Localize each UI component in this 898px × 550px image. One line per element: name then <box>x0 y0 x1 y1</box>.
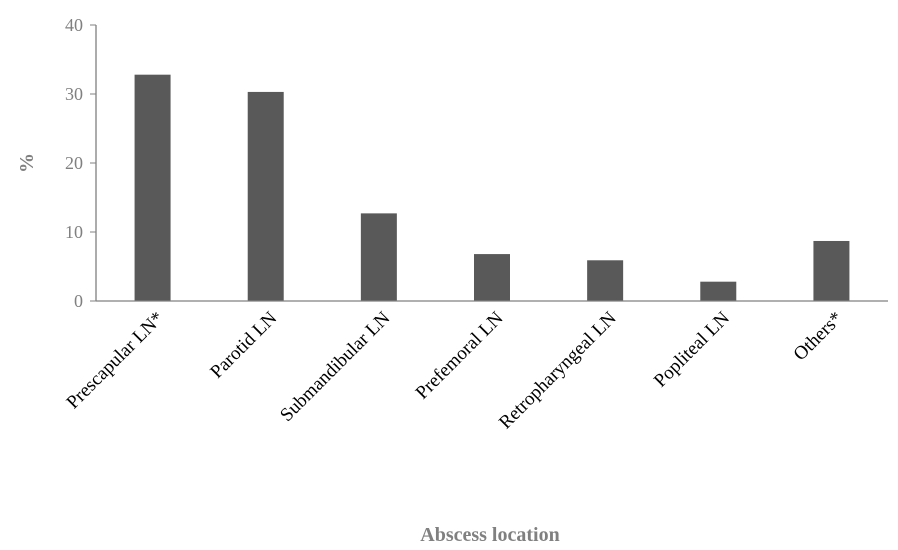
bar <box>474 254 510 301</box>
bar <box>813 240 850 301</box>
x-category-label: Parotid LN <box>206 307 281 382</box>
y-axis-ticks: 0 10 20 30 40 <box>65 15 96 311</box>
x-category-label: Submandibular LN <box>276 307 394 425</box>
x-category-label: Others* <box>790 308 847 365</box>
bar <box>700 281 737 301</box>
x-axis-title: Abscess location <box>420 524 559 546</box>
y-tick-label: 10 <box>65 222 83 242</box>
y-tick-label: 0 <box>74 291 83 311</box>
bar <box>587 260 624 301</box>
bar <box>247 91 284 302</box>
x-category-label: Prescapular LN* <box>63 308 169 414</box>
y-tick-label: 20 <box>65 153 83 173</box>
bars <box>134 74 850 302</box>
x-category-label: Prefemoral LN <box>412 307 508 403</box>
bar <box>360 213 397 301</box>
y-axis-title: % <box>16 153 38 173</box>
bar <box>134 74 171 302</box>
x-category-label: Retropharyngeal LN <box>495 307 621 433</box>
y-tick-label: 30 <box>65 84 83 104</box>
y-tick-label: 40 <box>65 15 83 35</box>
x-category-label: Popliteal LN <box>650 307 734 391</box>
